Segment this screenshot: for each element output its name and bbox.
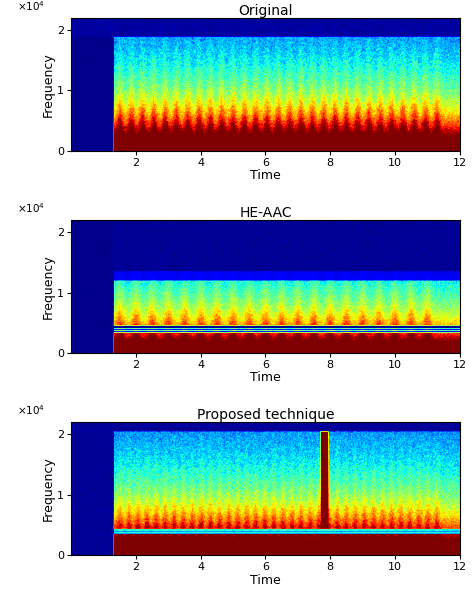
Text: $\times10^4$: $\times10^4$ [17,0,45,13]
Text: $\times10^4$: $\times10^4$ [17,201,45,215]
Title: Proposed technique: Proposed technique [197,408,334,422]
Y-axis label: Frequency: Frequency [41,52,54,117]
Y-axis label: Frequency: Frequency [41,254,54,319]
Text: $\times10^4$: $\times10^4$ [17,403,45,417]
X-axis label: Time: Time [250,169,281,182]
X-axis label: Time: Time [250,371,281,384]
Title: Original: Original [238,4,292,18]
X-axis label: Time: Time [250,574,281,586]
Y-axis label: Frequency: Frequency [41,456,54,521]
Title: HE-AAC: HE-AAC [239,206,292,220]
